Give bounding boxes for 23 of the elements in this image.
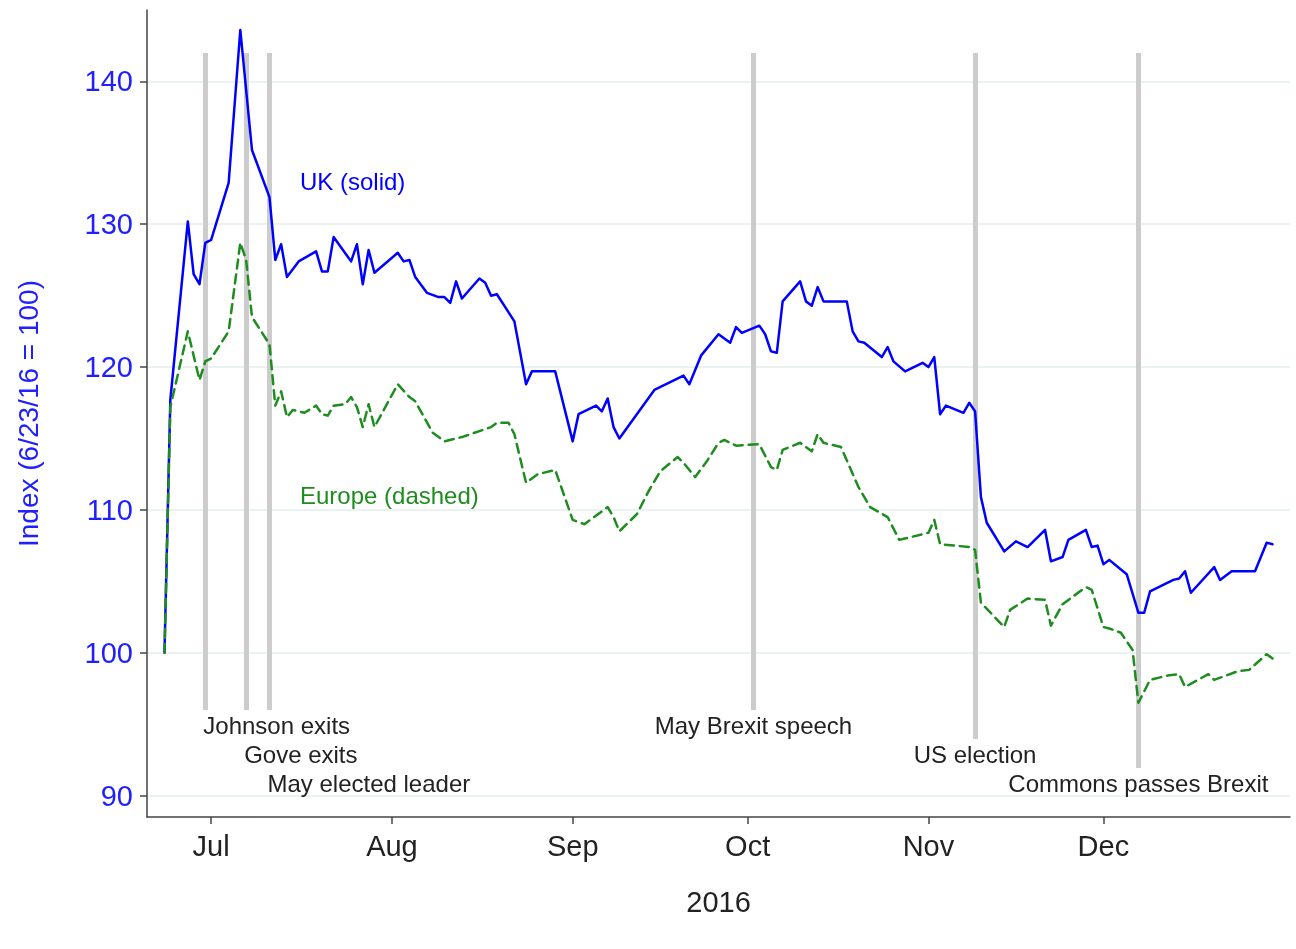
series-label: Europe (dashed)	[300, 481, 479, 509]
line-series	[163, 241, 1274, 704]
y-tick-label: 130	[84, 208, 133, 241]
ref-line-label: US election	[913, 740, 1037, 768]
x-tick-label: Jul	[192, 829, 230, 862]
x-tick-label: Dec	[1077, 829, 1130, 862]
ref-line-label: Commons passes Brexit	[1008, 769, 1269, 797]
y-axis-title: Index (6/23/16 = 100)	[12, 280, 44, 547]
x-tick-label: Sep	[546, 829, 599, 862]
ref-line-label: May elected leader	[267, 769, 471, 797]
series-label: UK (solid)	[300, 167, 406, 195]
y-tick-label: 110	[86, 493, 133, 526]
ref-line-label: Gove exits	[244, 740, 358, 768]
ref-line-label: May Brexit speech	[654, 711, 853, 739]
x-tick-label: Aug	[366, 829, 418, 862]
x-tick-label: Oct	[725, 829, 771, 862]
x-axis-title: 2016	[686, 885, 751, 918]
y-tick-label: 90	[100, 779, 133, 812]
y-tick-label: 120	[84, 351, 133, 384]
ref-line-label: Johnson exits	[203, 711, 351, 739]
y-tick-label: 140	[84, 65, 133, 98]
y-tick-label: 100	[84, 636, 133, 669]
x-tick-label: Nov	[902, 829, 955, 862]
